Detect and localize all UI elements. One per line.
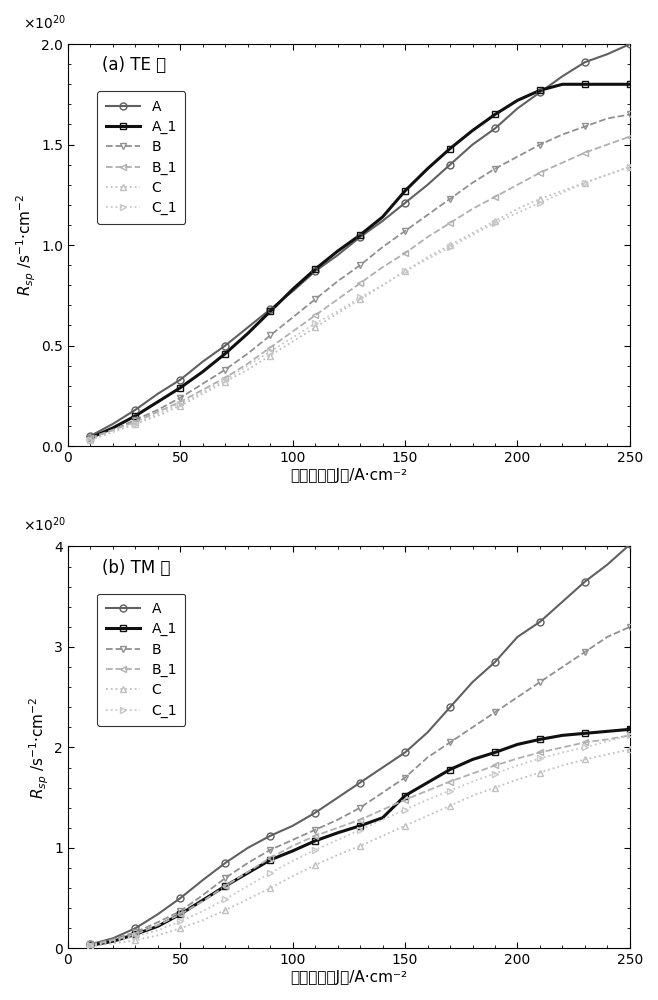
Legend: A, A_1, B, B_1, C, C_1: A, A_1, B, B_1, C, C_1 [97,594,186,726]
Y-axis label: $R_{sp}$ /s$^{-1}$·cm$^{-2}$: $R_{sp}$ /s$^{-1}$·cm$^{-2}$ [15,194,38,296]
Text: (b) TM 模: (b) TM 模 [101,559,170,577]
Text: $\times 10^{20}$: $\times 10^{20}$ [23,516,66,534]
Text: $\times 10^{20}$: $\times 10^{20}$ [23,13,66,32]
X-axis label: 电流密度（J）/A·cm⁻²: 电流密度（J）/A·cm⁻² [290,468,407,483]
Text: (a) TE 模: (a) TE 模 [101,56,166,74]
Legend: A, A_1, B, B_1, C, C_1: A, A_1, B, B_1, C, C_1 [97,91,186,224]
Y-axis label: $R_{sp}$ /s$^{-1}$·cm$^{-2}$: $R_{sp}$ /s$^{-1}$·cm$^{-2}$ [28,696,51,799]
X-axis label: 电流密度（J）/A·cm⁻²: 电流密度（J）/A·cm⁻² [290,970,407,985]
